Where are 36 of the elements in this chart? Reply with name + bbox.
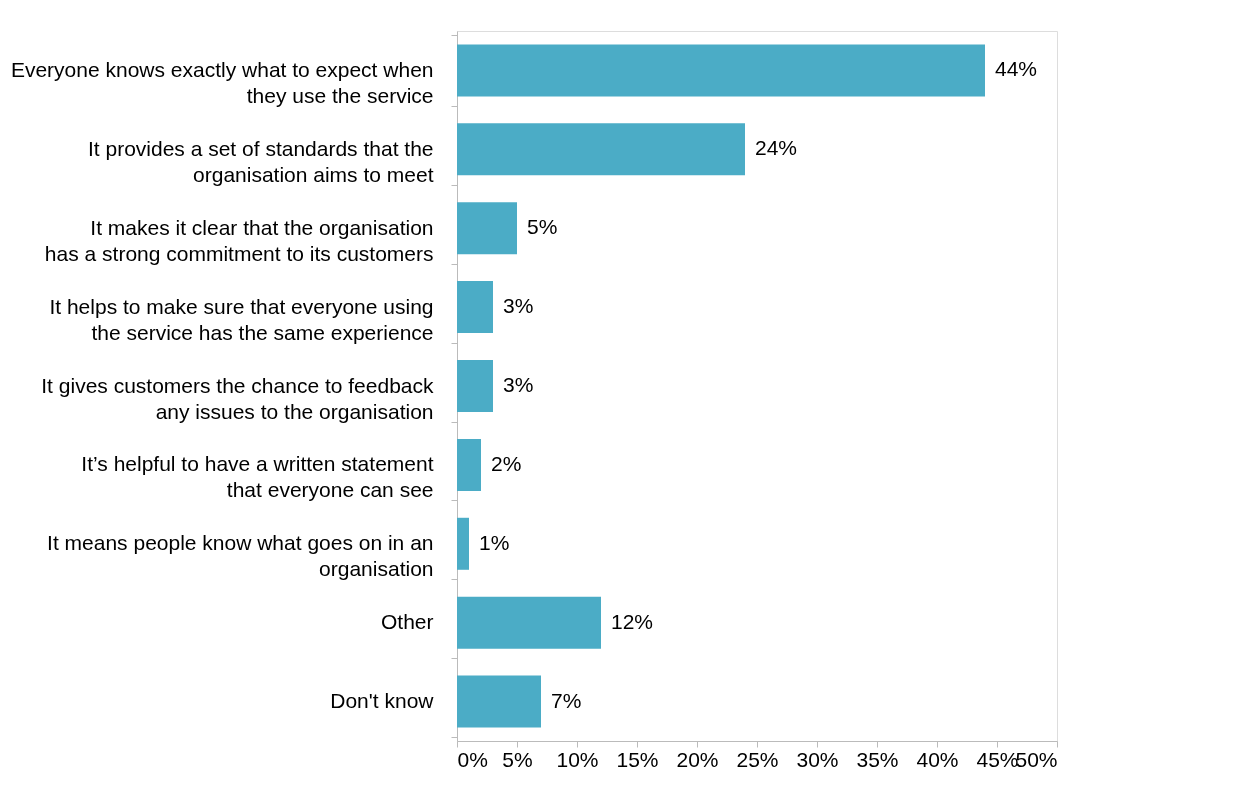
data-label: 24% (755, 136, 798, 160)
y-tick-label: It provides a set of standards that the organisation aims to meet (87, 136, 434, 186)
data-label: 5% (527, 215, 558, 239)
bar (457, 675, 541, 728)
bar (457, 517, 469, 570)
bar (457, 596, 601, 649)
x-tick-label: 20% (676, 747, 719, 771)
bar (457, 123, 745, 176)
bar (457, 360, 493, 412)
y-tick-label: Don't know (330, 689, 435, 713)
bar (457, 438, 481, 491)
y-tick-label: It helps to make sure that everyone using the service has the same experience (49, 294, 434, 344)
y-tick-label: It’s helpful to have a written statement that everyone can see (81, 452, 434, 502)
data-label: 12% (611, 609, 654, 633)
bar (457, 44, 985, 97)
y-tick-label: It gives customers the chance to feedback any issues to the organisation (41, 373, 434, 423)
x-tick-label: 35% (856, 747, 899, 771)
x-tick-label: 5% (502, 747, 533, 771)
x-tick-label: 10% (556, 747, 599, 771)
bar (457, 202, 517, 255)
data-label: 2% (491, 451, 522, 475)
data-label: 3% (503, 373, 534, 396)
y-tick-label: It means people know what goes on in an organisation (47, 531, 434, 581)
y-tick-label: Everyone knows exactly what to expect when they use the service (10, 57, 434, 107)
data-label: 1% (479, 530, 510, 554)
data-label: 44% (995, 57, 1038, 81)
x-tick-label: 30% (796, 747, 839, 771)
x-tick-label: 0% (457, 747, 488, 771)
data-label: 7% (551, 688, 582, 712)
x-tick-label: 40% (916, 747, 959, 771)
data-label: 3% (503, 294, 534, 318)
y-tick-label: Other (380, 610, 434, 634)
y-tick-label: It makes it clear that the organisation has a strong commitment to its customers (44, 215, 434, 265)
bar (457, 281, 493, 334)
x-tick-label: 15% (616, 747, 659, 771)
x-tick-label: 25% (736, 747, 779, 771)
